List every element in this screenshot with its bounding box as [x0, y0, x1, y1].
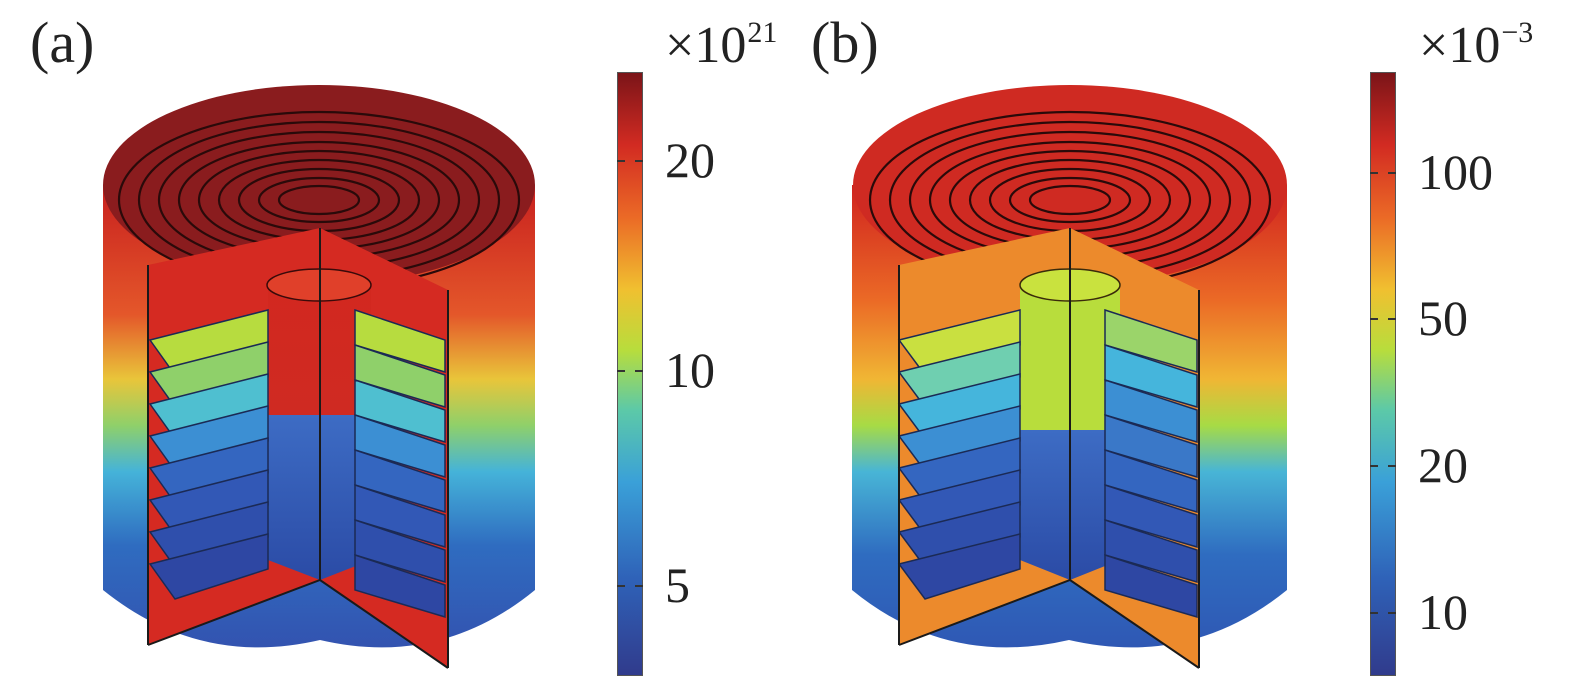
- colorbar-tick-label: 20: [1418, 437, 1468, 493]
- colorbar-tick-label: 50: [1418, 290, 1468, 346]
- colorbar-tick: [635, 585, 643, 587]
- colorbar-tick: [635, 370, 643, 372]
- colorbar: [1370, 72, 1396, 676]
- cylinder-model-a: [103, 85, 535, 669]
- colorbar-tick: [1388, 465, 1396, 467]
- colorbar-tick: [1388, 318, 1396, 320]
- colorbar-tick: [1370, 318, 1378, 320]
- colorbar: [617, 72, 643, 676]
- colorbar-tick-label: 20: [665, 132, 715, 188]
- colorbar-tick-label: 10: [665, 342, 715, 398]
- outline: [147, 228, 449, 669]
- colorbar-tick-label: 100: [1418, 144, 1493, 200]
- colorbar-tick-label: 5: [665, 557, 690, 613]
- cylinder-model-b: [852, 85, 1287, 669]
- colorbar-tick: [1370, 612, 1378, 614]
- outline: [898, 228, 1200, 669]
- left-fin-stack: [148, 309, 269, 600]
- colorbar-tick: [1388, 172, 1396, 174]
- colorbar-tick: [1370, 465, 1378, 467]
- colorbar-tick: [1370, 172, 1378, 174]
- colorbar-multiplier: ×10−3: [1419, 16, 1534, 74]
- colorbar-tick: [617, 370, 625, 372]
- colorbar-tick: [635, 160, 643, 162]
- panel-a: (a) ×1021 20 10 5: [0, 0, 787, 680]
- panel-b: (b) ×10−3 100 50 20 10: [787, 0, 1575, 680]
- right-fin-stack: [354, 308, 446, 619]
- colorbar-tick: [617, 585, 625, 587]
- right-fin-stack: [1104, 308, 1198, 619]
- panel-label: (a): [30, 10, 95, 75]
- colorbar-tick: [617, 160, 625, 162]
- panel-label: (b): [811, 10, 879, 75]
- colorbar-multiplier: ×1021: [665, 16, 778, 74]
- left-fin-stack: [897, 309, 1021, 600]
- colorbar-tick-label: 10: [1418, 584, 1468, 640]
- colorbar-tick: [1388, 612, 1396, 614]
